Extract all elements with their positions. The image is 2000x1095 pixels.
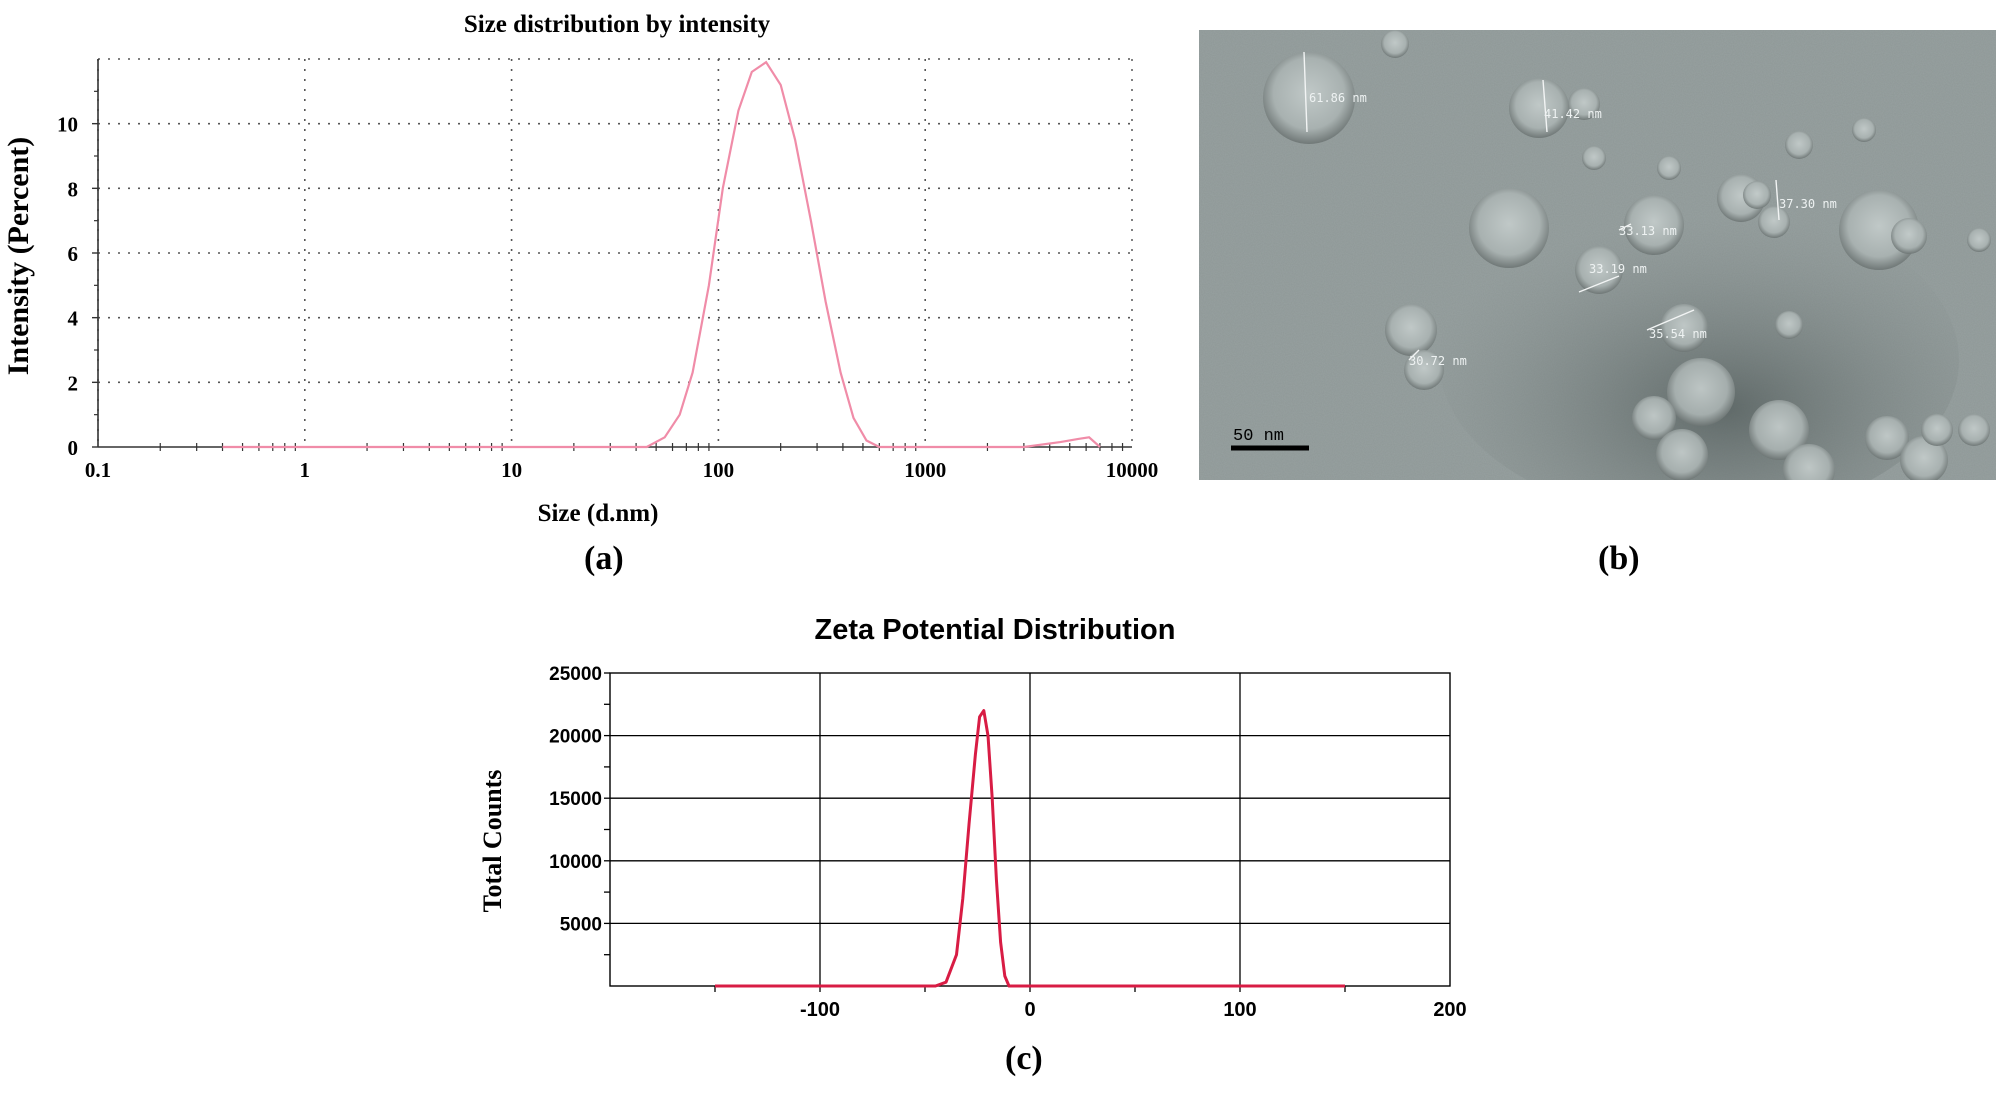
measurement-line bbox=[1408, 349, 1420, 361]
scale-bar-label: 50 nm bbox=[1233, 427, 1284, 446]
zeta-potential-chart: Zeta Potential Distribution Total Counts… bbox=[478, 614, 1467, 1021]
chart-a-ylabel: Intensity (Percent) bbox=[2, 137, 35, 376]
x-tick-label: 1000 bbox=[904, 458, 946, 482]
x-tick-label: 0.1 bbox=[85, 458, 111, 482]
measurement-line bbox=[1578, 275, 1620, 293]
y-tick-label: 20000 bbox=[549, 727, 602, 748]
zeta-distribution-line bbox=[715, 709, 1345, 988]
x-tick-label: 10000 bbox=[1106, 458, 1159, 482]
particle-size-label: 33.13 nm bbox=[1619, 224, 1677, 238]
nanoparticle bbox=[1852, 118, 1876, 142]
y-tick-label: 4 bbox=[68, 307, 79, 331]
chart-c-grid bbox=[610, 673, 1450, 986]
nanoparticle bbox=[1921, 414, 1953, 446]
panel-label-a: (a) bbox=[584, 540, 624, 577]
particle-size-label: 37.30 nm bbox=[1779, 197, 1837, 211]
x-tick-label: 10 bbox=[501, 458, 522, 482]
chart-a-grid bbox=[97, 58, 1133, 447]
nanoparticle bbox=[1381, 30, 1409, 58]
y-tick-label: 15000 bbox=[549, 789, 602, 810]
x-tick-label: 1 bbox=[300, 458, 311, 482]
nanoparticle bbox=[1509, 78, 1569, 138]
nanoparticle bbox=[1469, 188, 1549, 268]
particle-size-label: 30.72 nm bbox=[1409, 354, 1467, 368]
particle-size-label: 61.86 nm bbox=[1309, 91, 1367, 105]
x-tick-label: 200 bbox=[1433, 999, 1466, 1021]
nanoparticle bbox=[1657, 156, 1681, 180]
nanoparticle bbox=[1958, 414, 1990, 446]
nanoparticle bbox=[1967, 228, 1991, 252]
nanoparticle bbox=[1749, 400, 1809, 460]
nanoparticle bbox=[1385, 304, 1437, 356]
particle-size-label: 33.19 nm bbox=[1589, 262, 1647, 276]
nanoparticle bbox=[1783, 444, 1835, 480]
y-tick-label: 2 bbox=[68, 371, 79, 395]
measurement-line bbox=[1646, 309, 1695, 331]
chart-a-tick-labels: 0.1 1 10 100 1000 10000 0 2 4 6 8 10 bbox=[57, 113, 1158, 482]
nanoparticle bbox=[1568, 88, 1600, 120]
particle-size-label: 41.42 nm bbox=[1544, 107, 1602, 121]
chart-c-tick-labels: -100 0 100 200 5000 10000 15000 20000 25000 bbox=[549, 664, 1467, 1021]
nanoparticle bbox=[1891, 218, 1927, 254]
nanoparticle bbox=[1263, 52, 1355, 144]
y-tick-label: 10 bbox=[57, 113, 78, 137]
panel-label-b: (b) bbox=[1598, 540, 1640, 577]
tem-particles bbox=[1263, 30, 1991, 480]
chart-c-ylabel: Total Counts bbox=[478, 770, 507, 913]
tem-micrograph: 61.86 nm 41.42 nm 37.30 nm 33.13 nm 33.19 nm… bbox=[1199, 30, 1996, 480]
chart-a-title: Size distribution by intensity bbox=[464, 11, 771, 38]
chart-c-axes bbox=[604, 672, 1451, 992]
nanoparticle bbox=[1775, 311, 1803, 339]
measurement-line bbox=[1542, 79, 1548, 133]
size-distribution-chart: Size distribution by intensity Intensity… bbox=[2, 11, 1158, 527]
measurement-line bbox=[1618, 223, 1632, 231]
y-tick-label: 0 bbox=[68, 436, 79, 460]
x-tick-label: 100 bbox=[703, 458, 735, 482]
nanoparticle bbox=[1865, 416, 1909, 460]
chart-a-axes bbox=[92, 59, 1133, 451]
nanoparticle bbox=[1624, 195, 1684, 255]
panel-label-c: (c) bbox=[1005, 1040, 1043, 1077]
y-tick-label: 6 bbox=[68, 242, 79, 266]
y-tick-label: 8 bbox=[68, 177, 79, 201]
nanoparticle bbox=[1575, 246, 1623, 294]
y-tick-label: 25000 bbox=[549, 664, 602, 685]
chart-c-series bbox=[715, 709, 1345, 988]
x-tick-label: 0 bbox=[1024, 999, 1035, 1021]
x-tick-label: -100 bbox=[800, 999, 840, 1021]
y-tick-label: 10000 bbox=[549, 852, 602, 873]
particle-size-label: 35.54 nm bbox=[1649, 327, 1707, 341]
nanoparticle bbox=[1404, 350, 1444, 390]
nanoparticle bbox=[1785, 131, 1813, 159]
nanoparticle bbox=[1758, 206, 1790, 238]
nanoparticle bbox=[1660, 304, 1708, 352]
nanoparticle bbox=[1582, 146, 1606, 170]
nanoparticle bbox=[1667, 358, 1735, 426]
nanoparticle bbox=[1900, 436, 1948, 480]
chart-c-title: Zeta Potential Distribution bbox=[815, 614, 1176, 646]
nanoparticle bbox=[1743, 181, 1771, 209]
nanoparticle bbox=[1656, 429, 1708, 480]
measurement-line bbox=[1775, 179, 1780, 221]
y-tick-label: 5000 bbox=[560, 914, 602, 935]
size-distribution-line bbox=[222, 60, 1101, 449]
chart-a-xlabel: Size (d.nm) bbox=[538, 500, 659, 527]
measurement-line bbox=[1303, 51, 1308, 133]
x-tick-label: 100 bbox=[1223, 999, 1256, 1021]
nanoparticle bbox=[1632, 396, 1676, 440]
tem-particle-labels: 61.86 nm 41.42 nm 37.30 nm 33.13 nm 33.19 nm… bbox=[1303, 51, 1837, 368]
chart-a-series bbox=[222, 60, 1101, 449]
